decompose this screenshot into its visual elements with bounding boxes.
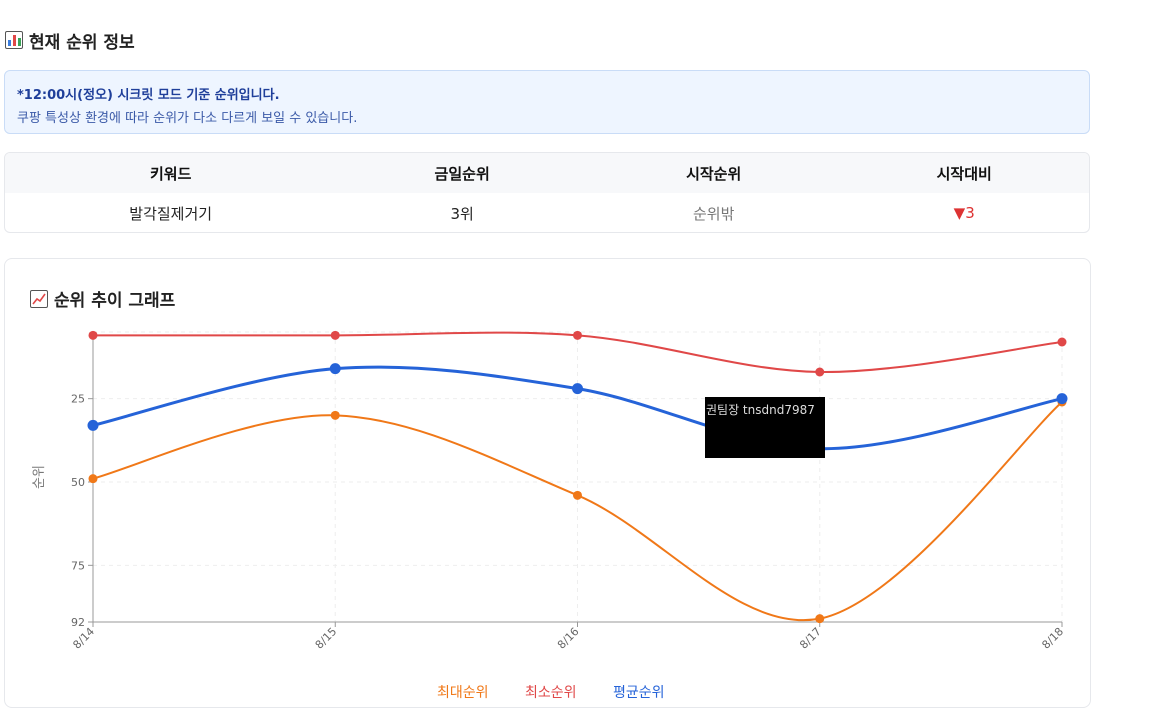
notice-sub-text: 쿠팡 특성상 환경에 따라 순위가 다소 다르게 보일 수 있습니다. [17,111,358,126]
header-today-rank: 금일순위 [434,164,490,183]
notice-bold-text: *12:00시(정오) 시크릿 모드 기준 순위입니다. [17,88,280,103]
series-point-2 [572,383,583,395]
header-change: 시작대비 [936,164,992,183]
legend-label-0: 최대순위 [437,685,489,699]
table-header-row: 키워드 금일순위 시작순위 시작대비 [5,153,1089,193]
series-point-0 [573,490,582,500]
notice-box: *12:00시(정오) 시크릿 모드 기준 순위입니다. 쿠팡 특성상 환경에 … [4,70,1090,134]
header-start-rank: 시작순위 [686,164,742,183]
legend-label-2: 평균순위 [613,685,665,699]
chart-card: 순위 추이 그래프 25 50 75 92 순위 8/14 8/15 8/16 8/17 8/18… [4,258,1091,708]
cell-today-rank: 3위 [450,204,474,223]
series-point-2 [87,419,99,431]
y-tick-label: 92 [71,616,85,629]
line-chart-icon [30,289,48,308]
series-point-2 [329,363,341,375]
x-tick-label: 8/15 [313,625,340,652]
series-point-0 [815,614,825,624]
series-line-0 [92,401,1063,622]
series-point-1 [573,330,582,340]
y-tick-label: 50 [71,476,85,489]
x-tick-label: 8/17 [797,625,824,652]
y-tick-label: 25 [71,393,85,406]
chart-title: 순위 추이 그래프 [54,291,176,311]
chart-header: 순위 추이 그래프 [30,286,175,311]
section-header: 현재 순위 정보 [5,28,135,53]
series-point-1 [1057,337,1067,347]
x-tick-label: 8/16 [555,625,582,652]
y-axis-label: 순위 [32,465,47,489]
series-point-1 [815,367,825,377]
cell-start-rank: 순위밖 [692,204,735,223]
rank-table: 키워드 금일순위 시작순위 시작대비 발각질제거기 3위 순위밖 ▼3 [4,152,1090,233]
series-point-1 [330,330,340,340]
header-keyword: 키워드 [149,164,192,183]
cell-keyword: 발각질제거기 [129,204,213,223]
series-point-1 [88,330,98,340]
series-point-2 [1056,393,1068,405]
section-title: 현재 순위 정보 [29,32,135,53]
legend-label-1: 최소순위 [525,685,577,699]
series-point-0 [330,410,340,420]
cell-change: ▼3 [953,204,975,222]
bar-chart-icon [5,31,23,49]
table-row: 발각질제거기 3위 순위밖 ▼3 [5,193,1089,232]
x-tick-label: 8/18 [1039,625,1066,652]
series-point-0 [88,474,98,484]
chart-tooltip: 권팀장 tnsdnd7987 [705,397,825,458]
y-tick-label: 75 [71,559,85,572]
